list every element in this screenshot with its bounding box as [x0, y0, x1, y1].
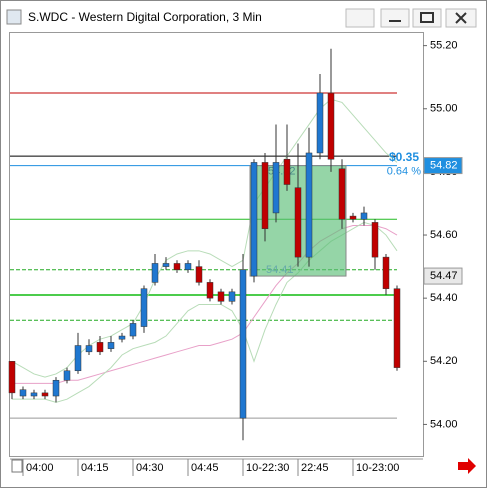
candle-body	[8, 361, 16, 394]
candle-body	[140, 288, 148, 327]
candle-body	[162, 263, 170, 267]
candle-body	[85, 345, 93, 353]
x-tick-label: 10-23:00	[356, 462, 399, 474]
window-buttons[interactable]	[345, 8, 477, 28]
candle-body	[393, 288, 401, 368]
scroll-box[interactable]	[11, 459, 23, 473]
candle-body	[261, 162, 269, 229]
candle-body	[129, 323, 137, 337]
candle-body	[371, 222, 379, 258]
x-tick-label: 10-22:30	[246, 462, 289, 474]
candle-body	[349, 215, 357, 220]
x-tick-label: 04:30	[136, 462, 164, 474]
chart-title: S.WDC - Western Digital Corporation, 3 M…	[28, 10, 262, 24]
candle-body	[250, 162, 258, 277]
y-tick-label: 55.20	[430, 40, 458, 52]
candle-body	[316, 92, 324, 154]
candle-body	[272, 162, 280, 214]
measure-change: $0.35	[389, 150, 419, 164]
candle-body	[41, 392, 49, 397]
x-tick-label: 04:45	[191, 462, 219, 474]
measure-top-label: 54.82	[268, 165, 296, 177]
price-tag	[423, 157, 463, 175]
candle-body	[206, 282, 214, 299]
plot-area	[9, 32, 424, 457]
maximize-button[interactable]	[412, 8, 442, 28]
x-tick-label: 04:15	[81, 462, 109, 474]
candle-body	[30, 392, 38, 397]
link-button[interactable]	[345, 8, 375, 28]
y-tick-label: 54.60	[430, 229, 458, 241]
minimize-button[interactable]	[380, 8, 410, 28]
candle-body	[19, 389, 27, 397]
candle-body	[305, 152, 313, 258]
x-tick-label: 22:45	[301, 462, 329, 474]
candle-body	[151, 263, 159, 283]
y-tick-label: 55.00	[430, 103, 458, 115]
price-tag-label: 54.82	[430, 159, 458, 171]
candle-body	[52, 379, 60, 397]
candle-body	[118, 335, 126, 340]
measure-bottom-label: 54.41	[266, 264, 294, 276]
y-tick-label: 54.20	[430, 355, 458, 367]
scroll-arrow[interactable]	[458, 458, 476, 474]
candle-body	[283, 159, 291, 185]
window-icon	[6, 9, 22, 25]
candle-body	[173, 263, 181, 271]
candle-body	[63, 370, 71, 381]
candle-body	[195, 266, 203, 283]
candle-body	[239, 269, 247, 419]
candle-body	[184, 263, 192, 271]
price-tag-label: 54.47	[430, 270, 458, 282]
candle-body	[96, 342, 104, 353]
candle-body	[327, 92, 335, 160]
candle-body	[217, 291, 225, 302]
candle-body	[228, 291, 236, 302]
candle-body	[294, 187, 302, 258]
candle-body	[338, 168, 346, 220]
candle-body	[382, 256, 390, 289]
measure-percent: 0.64 %	[387, 165, 421, 177]
x-tick-label: 04:00	[26, 462, 54, 474]
y-tick-label: 54.00	[430, 418, 458, 430]
candle-body	[360, 212, 368, 220]
candle-body	[107, 342, 115, 349]
candle-body	[74, 345, 82, 372]
y-tick-label: 54.40	[430, 292, 458, 304]
price-tag	[423, 267, 463, 285]
